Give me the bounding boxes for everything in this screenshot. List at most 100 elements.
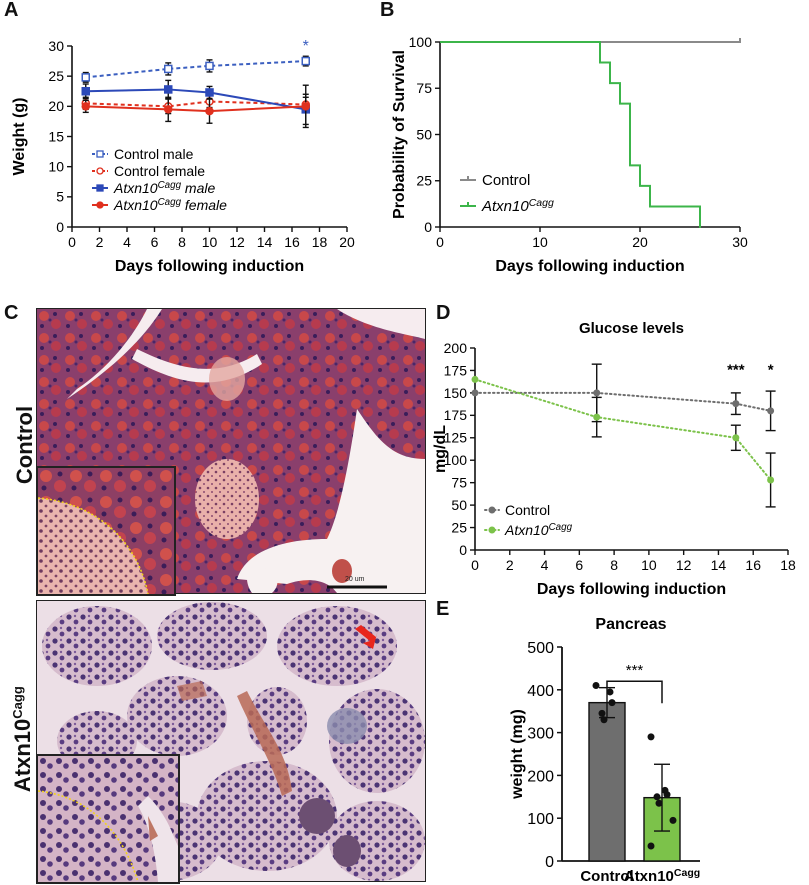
legend-marker xyxy=(488,526,496,534)
significance-marker: * xyxy=(768,361,774,378)
data-point xyxy=(81,102,90,111)
data-point xyxy=(593,413,601,421)
y-tick-label: 100 xyxy=(409,34,433,50)
chart-a-weight: 0 2 4 6 8 10 12 14 16 18 20 0 5 10 15 20 25 30 Days follow… xyxy=(11,38,355,275)
chart-title: Glucose levels xyxy=(579,320,684,337)
y-axis-label: Probability of Survival xyxy=(391,50,408,219)
data-point xyxy=(81,87,90,96)
series-line xyxy=(474,391,772,412)
y-tick-label: 0 xyxy=(56,219,64,235)
y-tick-label: 75 xyxy=(416,80,432,96)
x-tick-label: 6 xyxy=(151,234,159,250)
y-tick-label: 75 xyxy=(451,475,467,491)
data-point xyxy=(732,400,740,408)
chart-e-pancreas: 0 100 200 300 400 500 Pancreas weight (mg) Contr… xyxy=(509,616,700,885)
significance-marker: * xyxy=(303,38,309,55)
panel-letter-b: B xyxy=(380,0,395,21)
x-tick-label: 2 xyxy=(506,557,514,573)
y-tick-label: 25 xyxy=(451,519,467,535)
series-line xyxy=(474,378,772,481)
x-axis-label: Days following induction xyxy=(537,581,726,598)
data-point xyxy=(606,688,614,696)
y-tick-label: 25 xyxy=(416,173,432,189)
x-tick-label: 2 xyxy=(96,234,104,250)
legend-marker xyxy=(96,201,104,209)
data-point xyxy=(655,799,663,807)
legend-marker xyxy=(96,167,104,175)
legend-marker xyxy=(96,184,104,192)
x-tick-label: Atxn10Cagg xyxy=(624,867,700,885)
data-point xyxy=(205,106,214,116)
panel-letter-c: C xyxy=(4,302,19,324)
y-tick-label: 15 xyxy=(48,128,64,144)
y-tick-label: 150 xyxy=(444,385,468,401)
legend-marker xyxy=(488,506,496,514)
x-axis-label: Days following induction xyxy=(495,258,684,275)
y-tick-label: 300 xyxy=(527,726,554,743)
data-point xyxy=(81,73,90,82)
chart-d-glucose: 0 2 4 6 8 10 12 14 16 18 0 25 50 75 100 125 175 150 175 200… xyxy=(432,320,796,598)
significance-bracket xyxy=(606,680,663,704)
data-point xyxy=(669,816,677,824)
x-tick-label: 8 xyxy=(178,234,186,250)
data-point xyxy=(608,699,616,707)
x-tick-label: 14 xyxy=(711,557,727,573)
x-tick-label: 14 xyxy=(257,234,273,250)
legend-marker xyxy=(96,150,104,158)
legend-label: Atxn10Cagg xyxy=(481,197,554,215)
data-point xyxy=(301,102,310,111)
x-tick-label: 12 xyxy=(676,557,692,573)
data-point xyxy=(732,434,740,442)
mutant-row-label-base: Atxn10 xyxy=(10,718,36,793)
bar xyxy=(588,701,626,862)
legend-label: Control female xyxy=(114,163,205,179)
x-tick-label: 16 xyxy=(284,234,300,250)
x-tick-label: 16 xyxy=(745,557,761,573)
x-tick-label: 0 xyxy=(68,234,76,250)
data-point xyxy=(653,793,661,801)
x-tick-label: 8 xyxy=(610,557,618,573)
y-tick-label: 100 xyxy=(444,452,468,468)
data-point xyxy=(593,389,601,397)
y-tick-label: 100 xyxy=(527,811,554,828)
y-tick-label: 50 xyxy=(451,497,467,513)
x-tick-label: 18 xyxy=(312,234,328,250)
series-line xyxy=(85,60,306,79)
mutant-row-label-sup: Cagg xyxy=(9,686,25,719)
y-tick-label: 30 xyxy=(48,38,64,54)
significance-marker: *** xyxy=(727,361,745,378)
y-axis-label: mg/dL xyxy=(432,425,449,473)
scale-bar-label: 20 um xyxy=(345,576,365,583)
chart-b-survival: 0 10 20 30 0 25 50 75 100 Days following inductio… xyxy=(391,34,748,275)
control-row-label: Control xyxy=(12,405,38,485)
x-tick-label: 4 xyxy=(541,557,549,573)
data-point xyxy=(471,389,479,397)
y-tick-label: 175 xyxy=(444,407,468,423)
x-tick-label: 20 xyxy=(632,234,648,250)
legend-label: Atxn10Cagg female xyxy=(113,197,227,213)
x-tick-label: 10 xyxy=(532,234,548,250)
y-tick-label: 175 xyxy=(444,362,468,378)
data-point xyxy=(767,407,775,415)
x-tick-label: Control xyxy=(580,868,633,885)
survival-curve xyxy=(440,41,701,227)
x-tick-label: 4 xyxy=(123,234,131,250)
data-point xyxy=(471,375,479,383)
y-tick-label: 400 xyxy=(527,683,554,700)
legend-label: Control xyxy=(505,502,550,518)
micrograph-control-inset xyxy=(36,466,176,596)
data-point xyxy=(164,105,173,114)
y-tick-label: 125 xyxy=(444,430,468,446)
data-point xyxy=(205,88,214,97)
x-tick-label: 10 xyxy=(641,557,657,573)
data-point xyxy=(647,733,655,741)
data-point xyxy=(592,682,600,690)
micrograph-mutant-inset xyxy=(36,754,180,884)
series-line xyxy=(85,88,306,111)
data-point xyxy=(205,61,214,71)
y-tick-label: 200 xyxy=(527,768,554,785)
data-point xyxy=(164,64,173,74)
y-tick-label: 0 xyxy=(459,542,467,558)
data-point xyxy=(663,791,671,799)
y-axis-label: weight (mg) xyxy=(509,709,526,800)
